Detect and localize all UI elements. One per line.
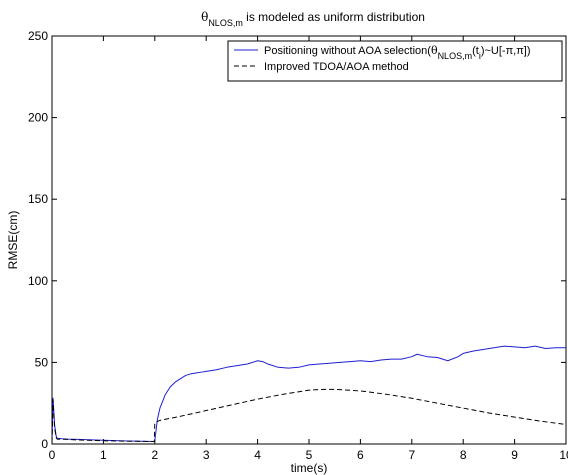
- x-axis: 0 1 2 3 4 5 6 7 8 9 10: [49, 36, 568, 462]
- chart-title-part: NLOS,m: [208, 18, 243, 28]
- y-tick-label: 150: [28, 192, 48, 206]
- legend-label-1-part: θ: [431, 44, 438, 57]
- x-tick-label: 7: [408, 448, 415, 462]
- x-tick-label: 8: [460, 448, 467, 462]
- x-tick-label: 2: [151, 448, 158, 462]
- x-tick-label: 9: [511, 448, 518, 462]
- y-axis: 0 50 100 150 200 250: [28, 29, 566, 451]
- y-tick-label: 200: [28, 111, 48, 125]
- series-line-2: [51, 388, 567, 443]
- series-layer: [51, 345, 567, 443]
- chart-title-part: is modeled as uniform distribution: [243, 10, 425, 24]
- legend-label-1-part: NLOS,m: [438, 51, 473, 61]
- y-tick-label: 250: [28, 29, 48, 43]
- legend: Positioning without AOA selection(θNLOS,…: [227, 40, 563, 82]
- x-tick-label: 6: [357, 448, 364, 462]
- legend-label-2: Improved TDOA/AOA method: [264, 61, 409, 73]
- legend-label-1: Positioning without AOA selection(θNLOS,…: [264, 44, 531, 61]
- y-tick-label: 0: [41, 437, 48, 451]
- chart-title: θNLOS,m is modeled as uniform distributi…: [201, 10, 425, 28]
- legend-label-1-part: (t: [472, 45, 479, 57]
- plot-frame: [51, 35, 567, 445]
- y-tick-label: 50: [35, 355, 49, 369]
- legend-box: [227, 40, 563, 82]
- x-tick-label: 4: [254, 448, 261, 462]
- legend-label-1-part: )~U[-π,π]): [481, 45, 531, 57]
- x-tick-label: 1: [100, 448, 107, 462]
- series-line-1: [51, 345, 566, 443]
- legend-label-1-part: Positioning without AOA selection(: [264, 45, 431, 57]
- x-tick-label: 0: [49, 448, 56, 462]
- x-tick-label: 3: [203, 448, 210, 462]
- x-tick-label: 10: [559, 448, 568, 462]
- legend-label-2-part: Improved TDOA/AOA method: [264, 61, 409, 73]
- chart-title-part: θ: [201, 10, 208, 24]
- x-axis-label: time(s): [291, 461, 328, 475]
- y-tick-label: 100: [28, 274, 48, 288]
- y-axis-label: RMSE(cm): [6, 211, 20, 270]
- x-tick-label: 5: [306, 448, 313, 462]
- legend-label-1-part: i: [479, 51, 481, 61]
